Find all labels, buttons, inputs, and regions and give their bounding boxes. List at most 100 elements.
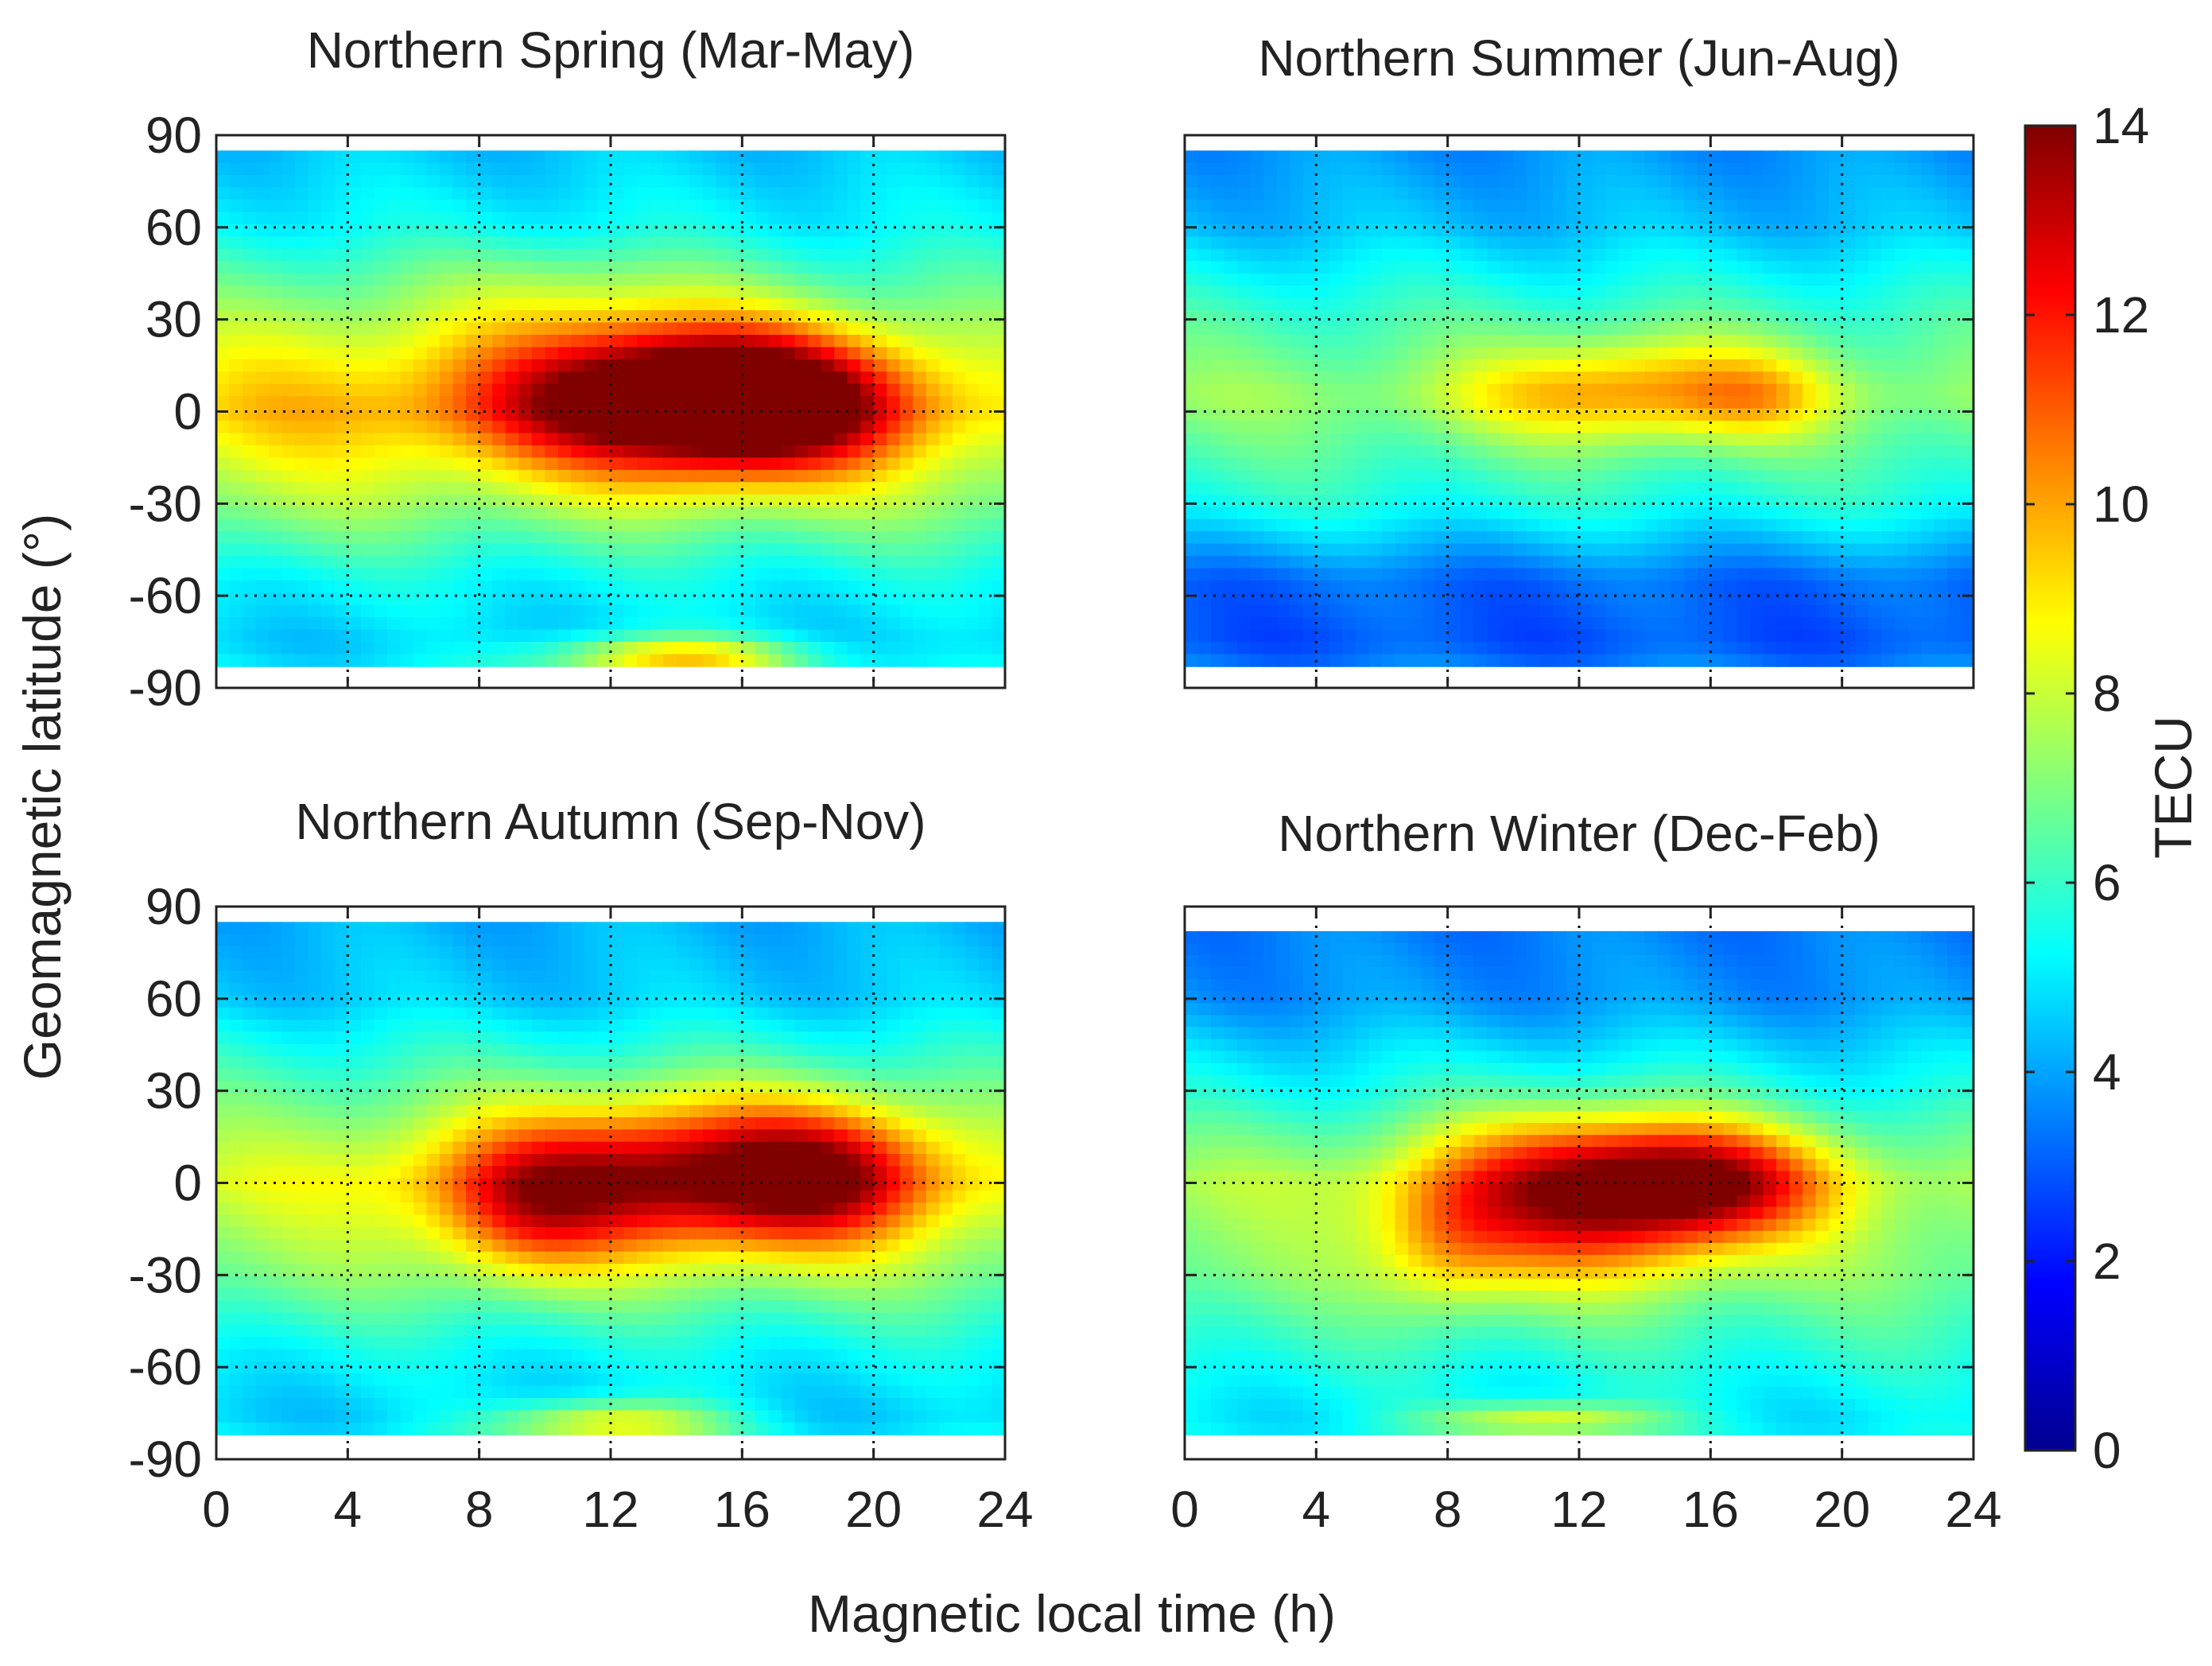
heatmap-cell xyxy=(531,334,546,348)
heatmap-cell xyxy=(505,371,520,385)
heatmap-cell xyxy=(1302,359,1317,373)
heatmap-cell xyxy=(1671,162,1686,176)
heatmap-cell xyxy=(1237,568,1252,581)
heatmap-cell xyxy=(281,334,296,348)
heatmap-cell xyxy=(637,507,651,520)
heatmap-cell xyxy=(1632,359,1646,373)
heatmap-cell xyxy=(611,531,625,545)
heatmap-cell xyxy=(1539,359,1554,373)
heatmap-cell xyxy=(1855,531,1869,545)
heatmap-cell xyxy=(413,469,428,483)
heatmap-cell xyxy=(1618,518,1632,532)
heatmap-cell xyxy=(1789,654,1803,667)
heatmap-cell xyxy=(1500,150,1515,164)
heatmap-cell xyxy=(1408,543,1422,557)
heatmap-cell xyxy=(689,507,704,520)
heatmap-cell xyxy=(1224,518,1238,532)
heatmap-cell xyxy=(374,617,388,631)
heatmap-cell xyxy=(834,334,848,348)
heatmap-cell xyxy=(295,347,309,360)
heatmap-cell xyxy=(571,347,585,360)
heatmap-cell xyxy=(1487,212,1501,225)
heatmap-cell xyxy=(216,162,231,176)
heatmap-cell xyxy=(1789,592,1803,606)
heatmap-cell xyxy=(623,642,638,655)
heatmap-cell xyxy=(1644,629,1659,643)
heatmap-cell xyxy=(1710,457,1725,471)
heatmap-cell xyxy=(1829,592,1843,606)
heatmap-cell xyxy=(1803,334,1817,348)
heatmap-cell xyxy=(1276,223,1291,238)
heatmap-cell xyxy=(1368,408,1383,421)
heatmap-cell xyxy=(821,494,835,507)
heatmap-cell xyxy=(768,310,782,324)
heatmap-cell xyxy=(1500,187,1515,200)
heatmap-cell xyxy=(1776,248,1791,262)
heatmap-cell xyxy=(781,421,796,434)
heatmap-cell xyxy=(1697,371,1712,385)
heatmap-cell xyxy=(1723,248,1738,262)
heatmap-cell xyxy=(887,248,901,262)
heatmap-cell xyxy=(374,654,388,667)
heatmap-cell xyxy=(1421,457,1435,471)
heatmap-cell xyxy=(623,223,638,238)
heatmap-cell xyxy=(584,359,599,373)
heatmap-cell xyxy=(347,507,362,520)
heatmap-cell xyxy=(768,457,782,471)
heatmap-cell xyxy=(1434,507,1449,520)
heatmap-cell xyxy=(1408,162,1422,176)
heatmap-cell xyxy=(1276,543,1291,557)
heatmap-cell xyxy=(808,494,822,507)
heatmap-cell xyxy=(1815,248,1830,262)
heatmap-cell xyxy=(768,285,782,299)
heatmap-cell xyxy=(295,261,309,274)
heatmap-cell xyxy=(308,555,323,569)
heatmap-cell xyxy=(1763,285,1777,299)
heatmap-cell xyxy=(1723,200,1738,213)
panel-summer: Northern Summer (Jun-Aug) xyxy=(1183,29,1975,689)
heatmap-cell xyxy=(269,285,283,299)
heatmap-cell xyxy=(663,371,677,385)
heatmap-cell xyxy=(1513,617,1527,631)
heatmap-cell xyxy=(781,457,796,471)
heatmap-cell xyxy=(308,371,323,385)
heatmap-cell xyxy=(716,310,730,324)
heatmap-cell xyxy=(400,555,414,569)
heatmap-cell xyxy=(1473,445,1488,459)
heatmap-cell xyxy=(1697,347,1712,360)
heatmap-cell xyxy=(1421,261,1435,274)
heatmap-cell xyxy=(611,617,625,631)
heatmap-cell xyxy=(794,212,809,225)
heatmap-cell xyxy=(899,592,914,606)
heatmap-cell xyxy=(650,150,664,164)
heatmap-cell xyxy=(1815,445,1830,459)
heatmap-cell xyxy=(768,482,782,495)
heatmap-cell xyxy=(216,285,231,299)
heatmap-cell xyxy=(1408,469,1422,483)
heatmap-cell xyxy=(1487,604,1501,618)
heatmap-cell xyxy=(413,236,428,250)
heatmap-cell xyxy=(1211,642,1225,655)
heatmap-cell xyxy=(295,200,309,213)
heatmap-cell xyxy=(834,261,848,274)
heatmap-cell xyxy=(1237,604,1252,618)
heatmap-cell xyxy=(676,592,690,606)
heatmap-cell xyxy=(1552,175,1567,188)
heatmap-cell xyxy=(1500,518,1515,532)
heatmap-cell xyxy=(1552,334,1567,348)
heatmap-cell xyxy=(492,334,506,348)
heatmap-cell xyxy=(1658,518,1672,532)
heatmap-cell xyxy=(1579,482,1593,495)
heatmap-cell xyxy=(1342,494,1356,507)
heatmap-cell xyxy=(1290,555,1304,569)
heatmap-cell xyxy=(1815,236,1830,250)
heatmap-cell xyxy=(1263,617,1278,631)
heatmap-cell xyxy=(860,654,875,667)
heatmap-cell xyxy=(887,494,901,507)
heatmap-cell xyxy=(1250,285,1264,299)
heatmap-cell xyxy=(571,162,585,176)
heatmap-cell xyxy=(1815,568,1830,581)
heatmap-cell xyxy=(1776,604,1791,618)
heatmap-cell xyxy=(992,200,1006,213)
heatmap-cell xyxy=(716,457,730,471)
